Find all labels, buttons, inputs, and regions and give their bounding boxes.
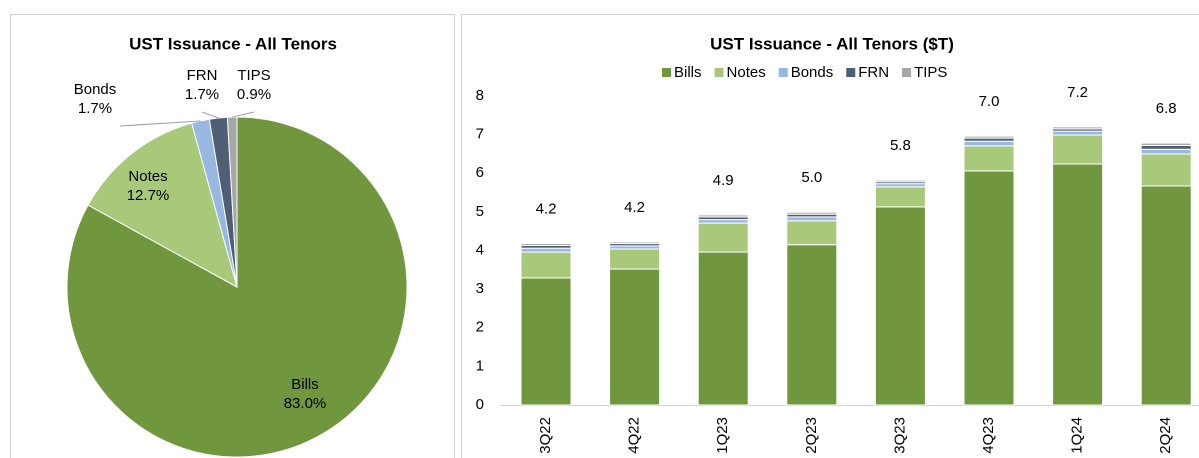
slice-label: Notes <box>128 168 167 185</box>
legend-swatch <box>714 68 724 77</box>
leader-line <box>119 120 201 127</box>
legend-label: Bills <box>674 64 702 81</box>
slice-value-label: 1.7% <box>185 86 219 103</box>
y-tick-label: 4 <box>476 241 484 258</box>
bar-segment <box>963 170 1015 406</box>
x-tick-label: 1Q24 <box>1069 417 1086 454</box>
bar-segment <box>1140 142 1192 146</box>
bar-segment <box>520 243 572 246</box>
y-tick-label: 5 <box>476 203 484 220</box>
y-tick-label: 3 <box>476 280 484 297</box>
bar-segment <box>1052 130 1104 136</box>
bar-segment <box>520 247 572 253</box>
legend-label: Notes <box>727 64 766 81</box>
bar-segment <box>609 248 661 270</box>
legend-swatch <box>846 68 856 77</box>
legend-label: FRN <box>858 64 889 81</box>
slice-value-label: 12.7% <box>127 187 170 204</box>
bar-segment <box>874 179 926 183</box>
bar-segment <box>609 241 661 245</box>
slice-label: Bonds <box>74 81 117 98</box>
pie-title: UST Issuance - All Tenors <box>129 34 337 53</box>
slice-value-label: 0.9% <box>237 86 271 103</box>
pie-slice <box>66 116 408 458</box>
left-panel <box>10 14 455 458</box>
y-tick-label: 8 <box>476 87 484 104</box>
total-label: 7.2 <box>1067 84 1088 101</box>
total-label: 4.9 <box>713 172 734 189</box>
legend-label: Bonds <box>791 64 834 81</box>
total-label: 5.0 <box>801 169 822 186</box>
bar-segment <box>520 277 572 406</box>
y-tick-label: 0 <box>476 396 484 413</box>
right-panel <box>461 14 1199 458</box>
bar-segment <box>1052 163 1104 406</box>
y-tick-label: 2 <box>476 319 484 336</box>
bar-segment <box>1140 144 1192 150</box>
slice-value-label: 1.7% <box>78 100 112 117</box>
slice-label: FRN <box>187 67 218 84</box>
total-label: 4.2 <box>536 201 557 218</box>
bar-segment <box>1052 126 1104 130</box>
legend-swatch <box>902 68 912 77</box>
x-tick-label: 3Q22 <box>537 417 554 454</box>
bar-segment <box>1140 153 1192 187</box>
bar-segment <box>1140 185 1192 406</box>
bar-segment <box>786 220 838 246</box>
leader-line <box>201 111 219 119</box>
bar-segment <box>697 222 749 253</box>
x-tick-label: 2Q24 <box>1157 417 1174 454</box>
bar-segment <box>963 135 1015 139</box>
bar-segment <box>874 186 926 208</box>
bar-segment <box>520 251 572 279</box>
x-tick-label: 2Q23 <box>803 417 820 454</box>
bar-segment <box>786 211 838 215</box>
total-label: 4.2 <box>624 199 645 216</box>
total-label: 7.0 <box>979 93 1000 110</box>
y-tick-label: 7 <box>476 126 484 143</box>
slice-label: TIPS <box>237 67 270 84</box>
x-tick-label: 3Q23 <box>891 417 908 454</box>
y-tick-label: 1 <box>476 357 484 374</box>
bar-segment <box>874 206 926 406</box>
bar-segment <box>786 244 838 406</box>
bar-title: UST Issuance - All Tenors ($T) <box>710 34 954 53</box>
bar-segment <box>963 140 1015 147</box>
y-tick-label: 6 <box>476 164 484 181</box>
leader-line <box>232 111 255 118</box>
bar-segment <box>786 216 838 222</box>
slice-label: Bills <box>291 376 319 393</box>
bar-segment <box>963 145 1015 172</box>
legend-label: TIPS <box>914 64 947 81</box>
total-label: 6.8 <box>1156 100 1177 117</box>
x-tick-label: 1Q23 <box>714 417 731 454</box>
pie-slice <box>87 122 238 289</box>
bar-segment <box>697 251 749 406</box>
legend-swatch <box>662 68 671 77</box>
x-tick-label: 4Q22 <box>626 417 643 454</box>
x-tick-label: 4Q23 <box>980 417 997 454</box>
slice-value-label: 83.0% <box>284 395 327 412</box>
bar-segment <box>1140 148 1192 155</box>
total-label: 5.8 <box>890 137 911 154</box>
legend-swatch <box>778 68 788 77</box>
bar-segment <box>697 219 749 224</box>
bar-segment <box>609 268 661 406</box>
bar-segment <box>1052 134 1104 165</box>
bar-segment <box>697 214 749 218</box>
